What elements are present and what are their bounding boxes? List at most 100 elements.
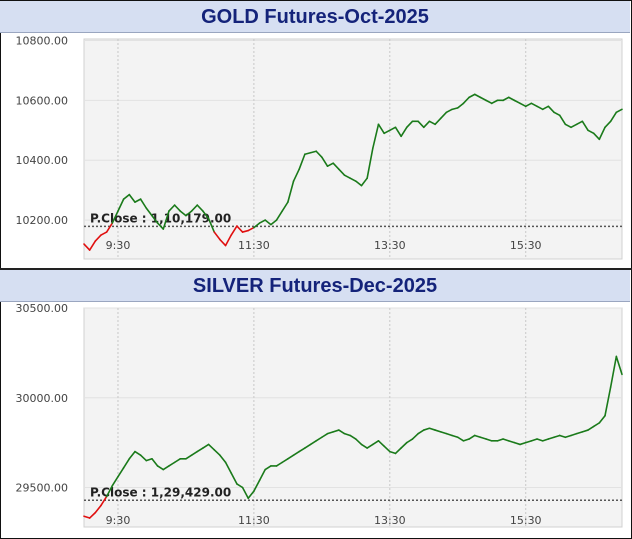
price-segment — [241, 229, 250, 233]
price-segment — [428, 427, 436, 431]
price-segment — [372, 123, 380, 150]
price-segment — [377, 123, 385, 135]
price-segment — [394, 126, 402, 138]
price-segment — [564, 434, 572, 439]
price-segment — [247, 226, 255, 232]
price-segment — [575, 431, 584, 435]
price-segment — [287, 180, 295, 203]
price-segment — [592, 132, 601, 141]
price-segment — [83, 243, 91, 251]
price-segment — [168, 204, 176, 212]
price-segment — [83, 515, 91, 519]
price-segment — [530, 438, 538, 442]
price-segment — [445, 108, 453, 114]
price-segment — [541, 105, 550, 111]
price-segment — [134, 198, 142, 203]
price-segment — [224, 461, 233, 474]
y-tick-label: 10800.00 — [16, 34, 69, 47]
silver-chart-title: SILVER Futures-Dec-2025 — [192, 275, 438, 297]
price-segment — [615, 355, 623, 376]
price-segment — [156, 465, 165, 471]
price-segment — [298, 153, 306, 171]
price-segment — [117, 466, 125, 478]
price-segment — [422, 427, 431, 431]
price-segment — [417, 120, 425, 129]
price-segment — [292, 168, 301, 182]
x-tick-label: 15:30 — [510, 239, 542, 252]
price-segment — [428, 120, 436, 126]
price-segment — [190, 204, 199, 212]
x-tick-label: 13:30 — [374, 514, 406, 527]
price-segment — [349, 177, 357, 182]
price-segment — [338, 429, 346, 435]
gold-title-bar: GOLD Futures-Oct-2025 — [0, 1, 630, 33]
price-segment — [524, 102, 533, 108]
price-segment — [304, 151, 312, 156]
price-segment — [264, 465, 272, 471]
price-segment — [253, 222, 261, 229]
price-segment — [541, 438, 550, 442]
price-segment — [524, 440, 533, 444]
price-segment — [558, 434, 567, 439]
price-segment — [309, 150, 317, 154]
price-segment — [156, 222, 165, 230]
gold-chart-title: GOLD Futures-Oct-2025 — [201, 6, 429, 28]
x-tick-label: 11:30 — [238, 239, 270, 252]
price-segment — [349, 434, 357, 440]
price-segment — [609, 111, 618, 123]
price-segment — [604, 386, 612, 417]
price-segment — [202, 443, 210, 449]
price-segment — [507, 96, 516, 102]
price-segment — [355, 180, 363, 187]
price-segment — [434, 117, 442, 126]
price-segment — [479, 436, 487, 440]
price-segment — [258, 219, 267, 224]
y-tick-label: 30500.00 — [16, 302, 69, 315]
price-segment — [275, 210, 284, 221]
price-segment — [321, 156, 329, 168]
price-segment — [122, 457, 131, 469]
silver-title-bar: SILVER Futures-Dec-2025 — [0, 270, 630, 302]
price-segment — [111, 475, 119, 487]
price-segment — [581, 429, 589, 433]
price-segment — [105, 222, 114, 233]
price-segment — [502, 96, 510, 102]
price-segment — [332, 162, 340, 171]
price-segment — [326, 431, 334, 435]
price-segment — [196, 447, 204, 453]
panel-divider — [0, 268, 632, 270]
price-segment — [88, 511, 97, 519]
price-segment — [224, 234, 233, 247]
price-segment — [456, 102, 465, 109]
price-segment — [94, 504, 102, 514]
price-segment — [372, 440, 380, 446]
price-segment — [145, 207, 153, 217]
price-segment — [496, 438, 504, 442]
y-tick-label: 10600.00 — [16, 94, 69, 107]
price-segment — [196, 204, 204, 212]
price-segment — [168, 461, 176, 467]
price-segment — [422, 120, 431, 129]
price-segment — [315, 150, 323, 159]
price-segment — [292, 450, 301, 456]
price-segment — [145, 457, 153, 462]
y-tick-label: 10400.00 — [16, 154, 69, 167]
price-segment — [190, 450, 199, 456]
price-segment — [389, 126, 397, 132]
price-segment — [360, 177, 368, 187]
price-segment — [326, 162, 334, 168]
price-segment — [519, 441, 527, 446]
price-segment — [366, 147, 374, 179]
price-segment — [451, 107, 459, 111]
price-segment — [389, 450, 397, 455]
price-segment — [592, 422, 601, 428]
x-tick-label: 15:30 — [510, 514, 542, 527]
price-segment — [468, 434, 476, 440]
price-segment — [179, 210, 187, 217]
price-segment — [383, 129, 391, 135]
price-segment — [134, 450, 142, 456]
price-segment — [304, 443, 312, 449]
price-segment — [553, 111, 561, 117]
price-segment — [587, 425, 595, 431]
price-segment — [270, 219, 278, 226]
